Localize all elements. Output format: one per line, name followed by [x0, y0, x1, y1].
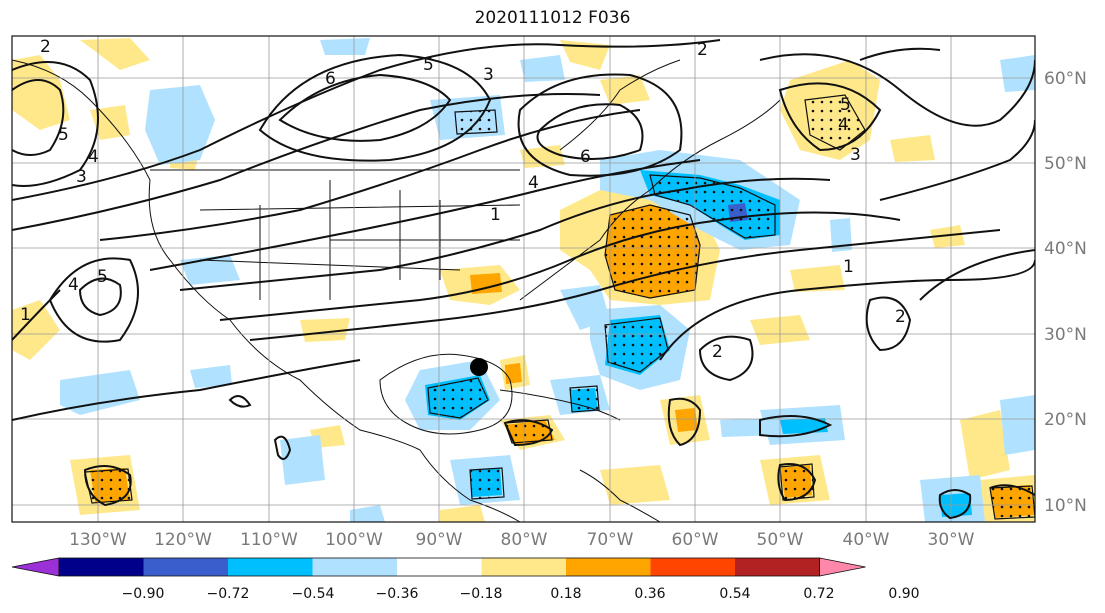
longitude-axis: 130°W 120°W 110°W 100°W 90°W 80°W 70°W 6… [69, 530, 975, 550]
colorbar-segment [11, 557, 60, 577]
coastlines [12, 59, 781, 522]
colorbar-segment [59, 558, 144, 576]
colorbar-segment [566, 558, 651, 576]
lon-label: 110°W [240, 530, 298, 550]
colorbar-tick-label: −0.36 [376, 586, 419, 602]
colorbar-segment [143, 558, 228, 576]
colorbar-tick-label: −0.18 [460, 586, 503, 602]
latitude-axis: 60°N 50°N 40°N 30°N 20°N 10°N [1044, 69, 1087, 516]
storm-center-marker [470, 358, 488, 376]
colorbar-tick-label: −0.90 [122, 586, 165, 602]
contour-label: 4 [528, 173, 539, 193]
lon-label: 130°W [69, 530, 127, 550]
colorbar-tick-label: −0.72 [207, 586, 250, 602]
contour-label: 3 [483, 65, 494, 85]
colorbar [11, 557, 866, 577]
contour-label: 4 [838, 115, 849, 135]
shaded-field [12, 38, 1035, 522]
contour-label: 5 [423, 55, 434, 75]
lon-label: 90°W [416, 530, 463, 550]
contour-label: 5 [840, 95, 851, 115]
colorbar-tick-label: 0.18 [550, 586, 581, 602]
lon-label: 70°W [587, 530, 634, 550]
lon-label: 60°W [672, 530, 719, 550]
lon-label: 30°W [928, 530, 975, 550]
lat-label: 10°N [1044, 496, 1087, 516]
contour-label: 1 [843, 257, 854, 277]
colorbar-tick-label: 0.72 [803, 586, 834, 602]
contour-label: 2 [697, 40, 708, 60]
lat-label: 50°N [1044, 154, 1087, 174]
colorbar-tick-label: 0.36 [634, 586, 665, 602]
contour-label: 4 [68, 275, 79, 295]
colorbar-segment [481, 558, 566, 576]
gridlines [12, 36, 1035, 522]
lon-label: 100°W [325, 530, 383, 550]
lat-label: 60°N [1044, 69, 1087, 89]
colorbar-segment [397, 558, 482, 576]
lat-label: 40°N [1044, 239, 1087, 259]
contour-label: 2 [712, 342, 723, 362]
colorbar-tick-label: 0.90 [888, 586, 919, 602]
lon-label: 50°W [757, 530, 804, 550]
colorbar-segment [650, 558, 735, 576]
contour-label: 5 [58, 125, 69, 145]
colorbar-segment [312, 558, 397, 576]
contour-label: 2 [40, 37, 51, 57]
contour-label: 4 [88, 147, 99, 167]
contour-label: 2 [895, 307, 906, 327]
colorbar-tick-label: 0.54 [719, 586, 750, 602]
lon-label: 80°W [501, 530, 548, 550]
contour-label: 5 [97, 267, 108, 287]
contour-label: 3 [850, 145, 861, 165]
contour-label: 3 [76, 167, 87, 187]
lon-label: 40°W [843, 530, 890, 550]
contour-label: 6 [325, 69, 336, 89]
contour-lines [12, 39, 1035, 520]
contour-label: 1 [490, 205, 501, 225]
contour-label: 6 [580, 147, 591, 167]
colorbar-tick-label: −0.54 [292, 586, 335, 602]
lat-label: 30°N [1044, 325, 1087, 345]
plot-area: 2 6 5 3 2 6 4 1 5 4 3 4 5 1 2 2 1 5 4 3 [12, 36, 1035, 522]
colorbar-segment [819, 557, 866, 577]
map-title: 2020111012 F036 [474, 8, 631, 28]
contour-label: 1 [20, 305, 31, 325]
lat-label: 20°N [1044, 410, 1087, 430]
colorbar-segment [228, 558, 313, 576]
contour-labels: 2 6 5 3 2 6 4 1 5 4 3 4 5 1 2 2 1 5 4 3 [20, 37, 906, 362]
lon-label: 120°W [154, 530, 212, 550]
colorbar-frame [58, 557, 820, 577]
colorbar-segment [735, 558, 820, 576]
plot-frame [11, 35, 1036, 523]
colorbar-ticks: −0.90 −0.72 −0.54 −0.36 −0.18 0.18 0.36 … [122, 586, 920, 602]
